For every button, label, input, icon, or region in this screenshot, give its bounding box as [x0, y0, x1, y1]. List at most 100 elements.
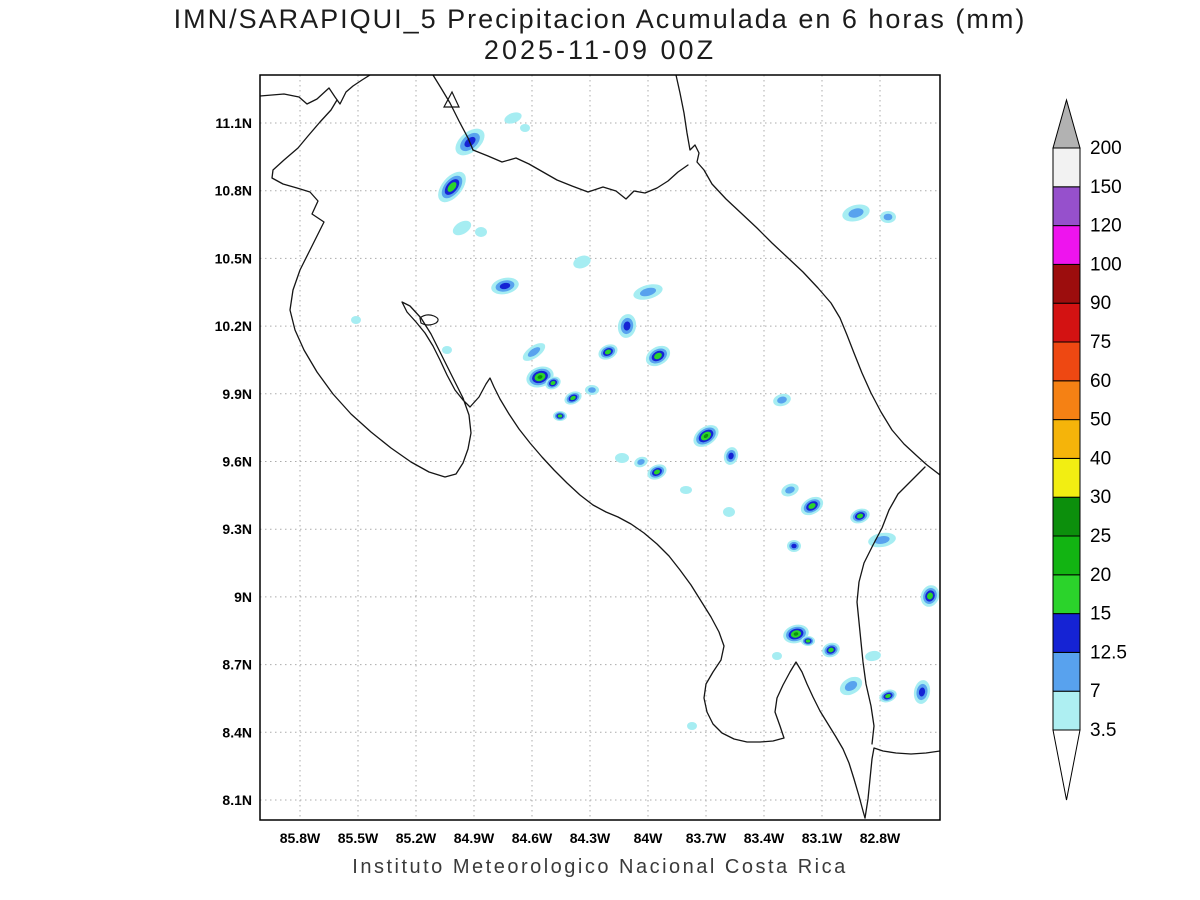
- precip-cell: [527, 347, 541, 357]
- coastline: [675, 75, 940, 476]
- lat-tick-label: 9.3N: [222, 521, 252, 537]
- precip-cell: [475, 227, 487, 237]
- lon-tick-label: 84.3W: [570, 830, 611, 846]
- colorbar-segment: [1052, 457, 1081, 498]
- coastline: [271, 99, 866, 819]
- colorbar-segment: [1052, 263, 1081, 304]
- colorbar-segment: [1052, 147, 1081, 188]
- lon-tick-label: 82.8W: [860, 830, 901, 846]
- precip-cell: [785, 486, 795, 494]
- precip-cell: [687, 722, 697, 730]
- colorbar-segment: [1052, 341, 1081, 382]
- precip-cell: [442, 346, 452, 354]
- precip-cell: [637, 459, 645, 465]
- precip-cell: [844, 680, 858, 692]
- lon-tick-label: 85.8W: [280, 830, 321, 846]
- colorbar-tick-label: 25: [1090, 526, 1111, 547]
- lat-tick-label: 10.5N: [215, 250, 252, 266]
- precip-cell: [680, 486, 692, 494]
- colorbar-below-arrow: [1052, 729, 1081, 801]
- lon-tick-label: 84.9W: [454, 830, 495, 846]
- lat-tick-label: 8.7N: [222, 657, 252, 673]
- precip-cell: [604, 349, 612, 355]
- precip-cell: [728, 452, 734, 460]
- precip-cell: [828, 647, 834, 653]
- precip-cell: [793, 632, 799, 636]
- precip-cell: [520, 124, 530, 132]
- source-attribution: Instituto Meteorologico Nacional Costa R…: [352, 856, 848, 878]
- lat-tick-label: 10.2N: [215, 318, 252, 334]
- precip-cell: [772, 652, 782, 660]
- lat-tick-label: 9.9N: [222, 386, 252, 402]
- colorbar-segment: [1052, 302, 1081, 343]
- lon-tick-label: 85.2W: [396, 830, 437, 846]
- precip-cell: [447, 182, 457, 192]
- colorbar-segment: [1052, 651, 1081, 692]
- lon-tick-label: 83.4W: [744, 830, 785, 846]
- precip-cell: [588, 387, 596, 393]
- coastline: [432, 75, 474, 151]
- precip-cell: [639, 287, 657, 297]
- colorbar-tick-label: 90: [1090, 293, 1111, 314]
- map-plot-area: [260, 75, 940, 820]
- colorbar-segment: [1052, 535, 1081, 576]
- colorbar-segment: [1052, 225, 1081, 265]
- lon-tick-label: 84W: [634, 830, 664, 846]
- island-outline: [419, 314, 439, 326]
- precip-cell: [573, 255, 591, 269]
- colorbar-segment: [1052, 419, 1081, 459]
- precip-cell: [805, 639, 811, 643]
- precip-cell: [927, 592, 933, 600]
- precip-cell: [703, 434, 709, 438]
- precip-cell: [499, 282, 511, 290]
- lat-tick-label: 10.8N: [215, 183, 252, 199]
- colorbar-tick-label: 12.5: [1090, 642, 1127, 663]
- precip-cell: [550, 380, 556, 386]
- colorbar-tick-label: 50: [1090, 410, 1111, 431]
- chart-title: IMN/SARAPIQUI_5 Precipitacion Acumulada …: [173, 4, 1027, 34]
- coastline: [472, 149, 689, 200]
- colorbar-tick-label: 15: [1090, 604, 1111, 625]
- chart-subtitle: 2025-11-09 00Z: [483, 35, 717, 65]
- coastline: [856, 466, 926, 745]
- lon-tick-label: 85.5W: [338, 830, 379, 846]
- precip-cell: [874, 535, 890, 545]
- colorbar-tick-label: 60: [1090, 371, 1111, 392]
- precip-cell: [848, 208, 864, 218]
- precip-cell: [653, 469, 661, 475]
- colorbar-tick-label: 75: [1090, 332, 1111, 353]
- colorbar-tick-label: 7: [1090, 681, 1101, 702]
- precip-cell: [570, 395, 576, 401]
- precip-cell: [791, 543, 797, 549]
- colorbar-segment: [1052, 690, 1081, 731]
- colorbar-tick-label: 30: [1090, 487, 1111, 508]
- coastline: [864, 747, 940, 819]
- colorbar-tick-label: 150: [1090, 177, 1122, 198]
- precip-cell: [918, 687, 926, 697]
- colorbar-above-arrow: [1052, 98, 1081, 149]
- precip-cell: [623, 321, 631, 331]
- precip-cell: [865, 650, 881, 662]
- colorbar-tick-label: 120: [1090, 216, 1122, 237]
- lat-tick-label: 9N: [234, 589, 252, 605]
- colorbar-segment: [1052, 613, 1081, 653]
- colorbar-tick-label: 3.5: [1090, 720, 1116, 741]
- precip-cell: [615, 453, 629, 463]
- colorbar-tick-label: 40: [1090, 448, 1111, 469]
- precip-cell: [883, 213, 893, 221]
- precip-cell: [351, 316, 361, 324]
- colorbar-segment: [1052, 496, 1081, 537]
- lon-tick-label: 84.6W: [512, 830, 553, 846]
- precip-cell: [777, 396, 787, 404]
- precip-cell: [452, 220, 472, 236]
- lat-tick-label: 8.4N: [222, 724, 252, 740]
- colorbar-segment: [1052, 574, 1081, 615]
- coastline: [260, 75, 371, 105]
- lat-tick-label: 11.1N: [215, 115, 252, 131]
- colorbar-tick-label: 100: [1090, 254, 1122, 275]
- precip-cell: [537, 375, 543, 379]
- colorbar-tick-label: 20: [1090, 565, 1111, 586]
- precip-cell: [856, 513, 864, 519]
- colorbar-segment: [1052, 186, 1081, 227]
